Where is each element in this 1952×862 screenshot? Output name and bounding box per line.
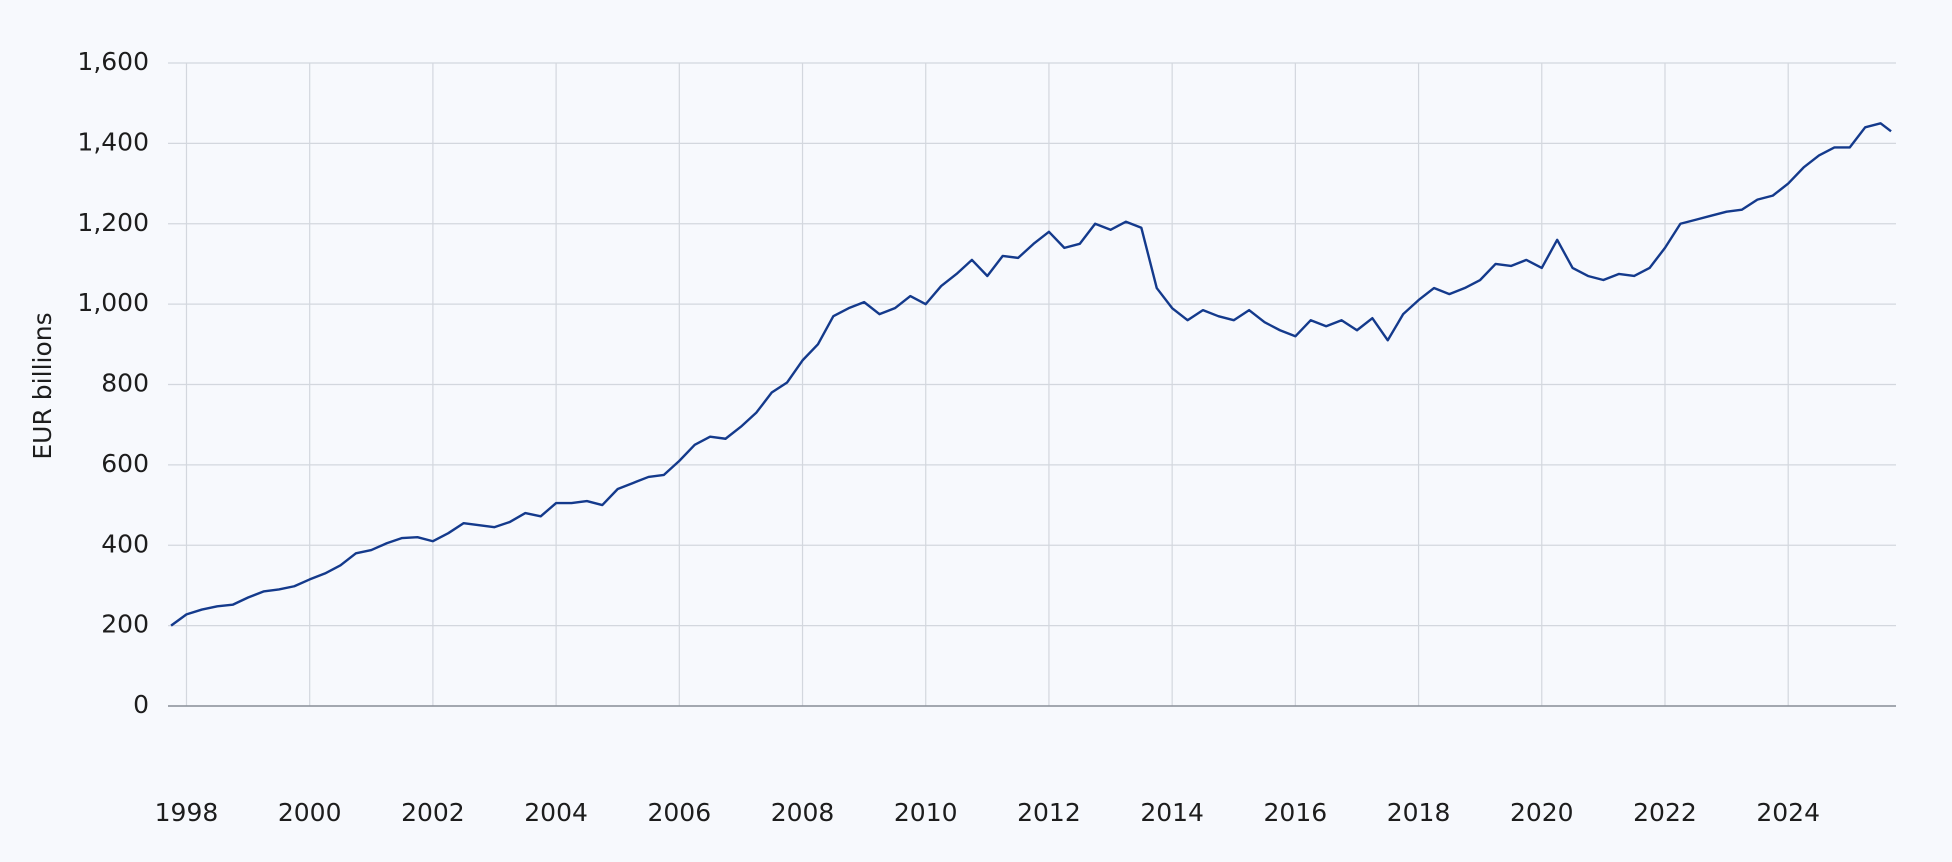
y-tick-label: 1,200 [77, 208, 149, 237]
x-tick-label: 2002 [401, 798, 465, 827]
x-tick-label: 2024 [1756, 798, 1820, 827]
x-tick-label: 2014 [1140, 798, 1204, 827]
x-tick-label: 2022 [1633, 798, 1697, 827]
x-tick-label: 2010 [894, 798, 958, 827]
y-tick-label: 1,400 [77, 127, 149, 156]
x-tick-label: 2012 [1017, 798, 1081, 827]
x-tick-label: 1998 [155, 798, 219, 827]
y-tick-label: 800 [101, 369, 149, 398]
x-tick-label: 2016 [1264, 798, 1328, 827]
y-axis-label: EUR billions [28, 312, 57, 459]
x-tick-label: 2000 [278, 798, 342, 827]
x-tick-label: 2018 [1387, 798, 1451, 827]
y-tick-label: 0 [133, 690, 149, 719]
y-tick-label: 400 [101, 529, 149, 558]
x-tick-label: 2008 [771, 798, 835, 827]
y-tick-label: 200 [101, 610, 149, 639]
x-tick-label: 2004 [524, 798, 588, 827]
x-tick-label: 2020 [1510, 798, 1574, 827]
y-tick-label: 1,000 [77, 288, 149, 317]
y-tick-label: 1,600 [77, 47, 149, 76]
x-tick-label: 2006 [648, 798, 712, 827]
data-line [170, 122, 1892, 627]
y-tick-label: 600 [101, 449, 149, 478]
